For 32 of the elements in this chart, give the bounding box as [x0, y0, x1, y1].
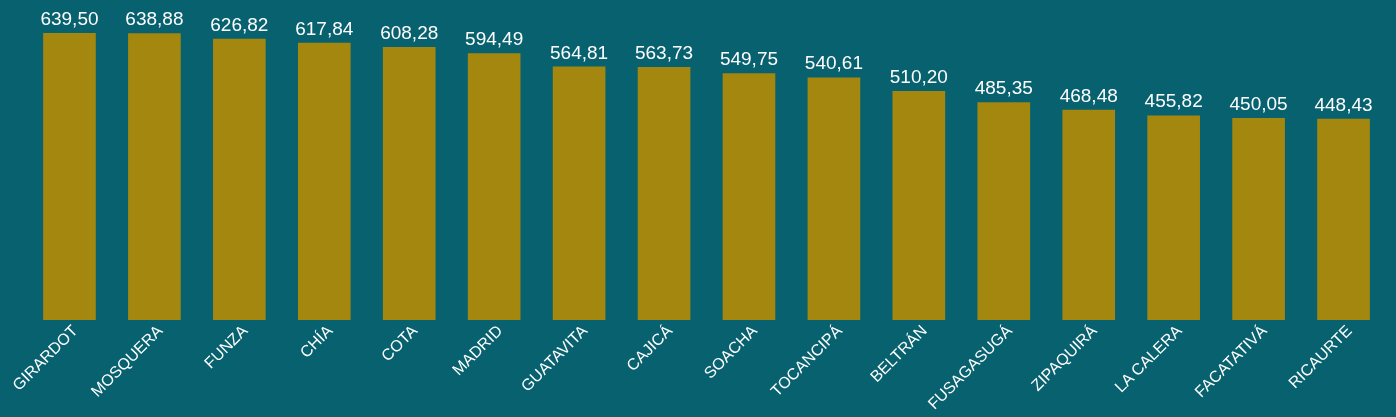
bar — [382, 47, 436, 320]
bar — [552, 66, 606, 320]
bar — [467, 53, 521, 320]
data-label: 594,49 — [465, 28, 524, 50]
bar — [1232, 118, 1285, 320]
data-label: 617,84 — [295, 17, 354, 39]
bar — [297, 42, 351, 320]
data-label: 448,43 — [1314, 93, 1373, 115]
bar — [892, 91, 946, 320]
data-label: 450,05 — [1229, 93, 1288, 115]
data-label: 626,82 — [210, 13, 269, 35]
bar — [128, 33, 181, 320]
bar — [1317, 118, 1370, 320]
bar — [722, 73, 776, 320]
data-label: 638,88 — [125, 8, 184, 30]
data-label: 563,73 — [634, 42, 694, 63]
data-label: 485,35 — [974, 77, 1033, 99]
data-label: 540,61 — [804, 52, 863, 74]
bar — [637, 67, 691, 320]
data-label: 468,48 — [1059, 84, 1118, 106]
data-label: 639,50 — [40, 8, 99, 29]
data-label: 510,20 — [889, 66, 948, 88]
bar — [43, 33, 96, 320]
bar — [1147, 115, 1200, 320]
data-label: 608,28 — [380, 22, 439, 44]
bar — [807, 77, 861, 320]
bar — [213, 38, 266, 320]
bar — [1062, 109, 1116, 320]
data-label: 564,81 — [550, 41, 609, 63]
bar — [977, 102, 1031, 320]
data-label: 455,82 — [1144, 90, 1203, 112]
data-label: 549,75 — [719, 48, 779, 70]
